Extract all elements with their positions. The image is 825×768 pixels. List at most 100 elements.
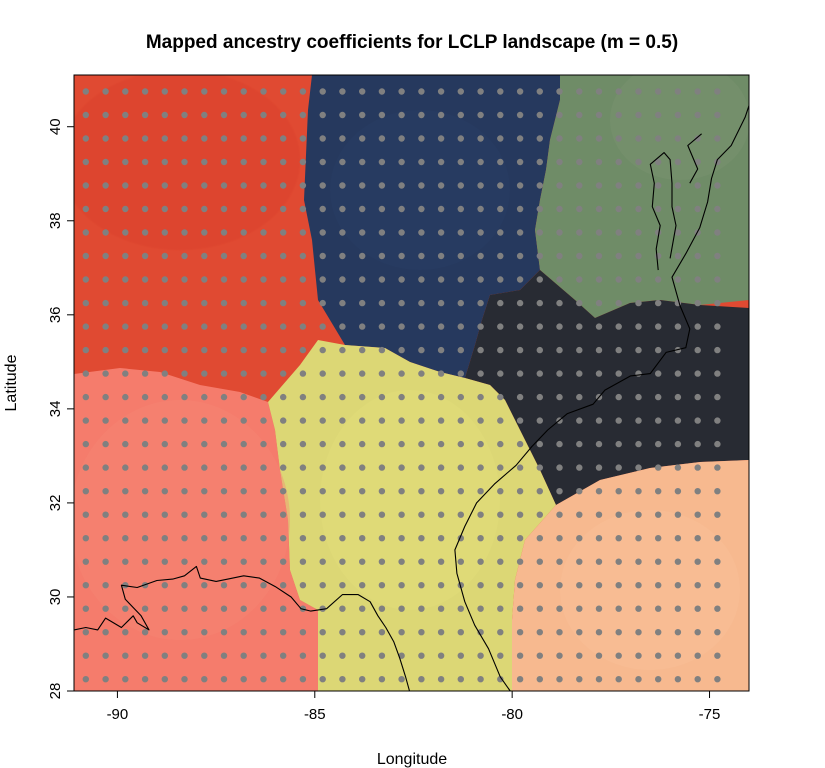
- sampling-point: [536, 558, 543, 565]
- sampling-point: [181, 652, 188, 659]
- sampling-point: [339, 440, 346, 448]
- sampling-point: [477, 299, 484, 307]
- sampling-point: [319, 205, 326, 213]
- sampling-point: [359, 629, 366, 636]
- sampling-point: [220, 135, 228, 142]
- sampling-point: [181, 393, 188, 401]
- sampling-point: [181, 252, 188, 260]
- sampling-point: [595, 676, 603, 683]
- sampling-point: [655, 652, 662, 659]
- sampling-point: [280, 393, 287, 401]
- sampling-point: [694, 440, 701, 448]
- sampling-point: [82, 488, 90, 495]
- sampling-point: [516, 276, 524, 283]
- sampling-point: [181, 464, 188, 471]
- sampling-point: [141, 417, 149, 424]
- sampling-point: [181, 158, 188, 166]
- sampling-point: [556, 346, 563, 354]
- sampling-point: [497, 582, 504, 589]
- sampling-point: [674, 182, 682, 189]
- sampling-point: [141, 88, 149, 95]
- sampling-point: [122, 605, 129, 612]
- y-tick-label: 30: [47, 589, 64, 606]
- sampling-point: [556, 440, 563, 448]
- sampling-point: [141, 299, 149, 307]
- sampling-point: [714, 252, 721, 260]
- sampling-point: [418, 417, 425, 424]
- sampling-point: [674, 440, 682, 448]
- sampling-point: [595, 229, 603, 236]
- sampling-point: [378, 111, 386, 119]
- sampling-point: [635, 299, 642, 307]
- sampling-point: [437, 605, 445, 612]
- sampling-point: [339, 370, 346, 377]
- sampling-point: [280, 346, 287, 354]
- sampling-point: [161, 440, 168, 448]
- sampling-point: [457, 182, 464, 189]
- sampling-point: [122, 629, 129, 636]
- sampling-point: [299, 558, 307, 565]
- sampling-point: [82, 558, 90, 565]
- sampling-point: [82, 229, 90, 236]
- sampling-point: [674, 111, 682, 119]
- sampling-point: [378, 182, 386, 189]
- sampling-point: [378, 393, 386, 401]
- sampling-point: [595, 440, 603, 448]
- sampling-point: [714, 370, 721, 377]
- sampling-point: [339, 229, 346, 236]
- sampling-point: [181, 111, 188, 119]
- sampling-point: [240, 299, 247, 307]
- y-tick-label: 28: [47, 683, 64, 700]
- sampling-point: [655, 511, 662, 518]
- sampling-point: [694, 135, 701, 142]
- sampling-point: [655, 88, 662, 95]
- sampling-point: [299, 370, 307, 377]
- x-tick-label: -75: [699, 706, 721, 723]
- sampling-point: [714, 582, 721, 589]
- sampling-point: [595, 276, 603, 283]
- sampling-point: [516, 652, 524, 659]
- sampling-point: [220, 629, 228, 636]
- sampling-point: [220, 488, 228, 495]
- sampling-point: [655, 252, 662, 260]
- sampling-point: [82, 676, 90, 683]
- sampling-point: [280, 629, 287, 636]
- sampling-point: [437, 511, 445, 518]
- sampling-point: [359, 535, 366, 542]
- sampling-point: [299, 346, 307, 354]
- shade-blob: [320, 390, 500, 610]
- sampling-point: [497, 88, 504, 95]
- sampling-point: [418, 370, 425, 377]
- sampling-point: [714, 440, 721, 448]
- sampling-point: [635, 652, 642, 659]
- sampling-point: [319, 676, 326, 683]
- y-tick-label: 36: [47, 306, 64, 323]
- coastline-atlantic-coast: [454, 105, 749, 691]
- sampling-point: [161, 323, 168, 330]
- sampling-point: [595, 535, 603, 542]
- cluster-region-peach: [512, 460, 749, 691]
- sampling-point: [280, 135, 287, 142]
- sampling-point: [299, 299, 307, 307]
- sampling-point: [457, 652, 464, 659]
- sampling-point: [181, 370, 188, 377]
- sampling-point: [240, 88, 247, 95]
- sampling-point: [339, 346, 346, 354]
- sampling-point: [635, 558, 642, 565]
- sampling-point: [418, 676, 425, 683]
- sampling-point: [714, 229, 721, 236]
- figure-title: Mapped ancestry coefficients for LCLP la…: [146, 32, 678, 53]
- sampling-point: [260, 464, 267, 471]
- sampling-point: [635, 605, 642, 612]
- sampling-point: [378, 605, 386, 612]
- sampling-point: [536, 511, 543, 518]
- sampling-point: [497, 488, 504, 495]
- sampling-point: [240, 135, 247, 142]
- sampling-point: [398, 488, 405, 495]
- sampling-point: [576, 182, 583, 189]
- sampling-point: [477, 323, 484, 330]
- sampling-point: [359, 464, 366, 471]
- sampling-point: [359, 229, 366, 236]
- sampling-point: [615, 605, 622, 612]
- sampling-point: [398, 135, 405, 142]
